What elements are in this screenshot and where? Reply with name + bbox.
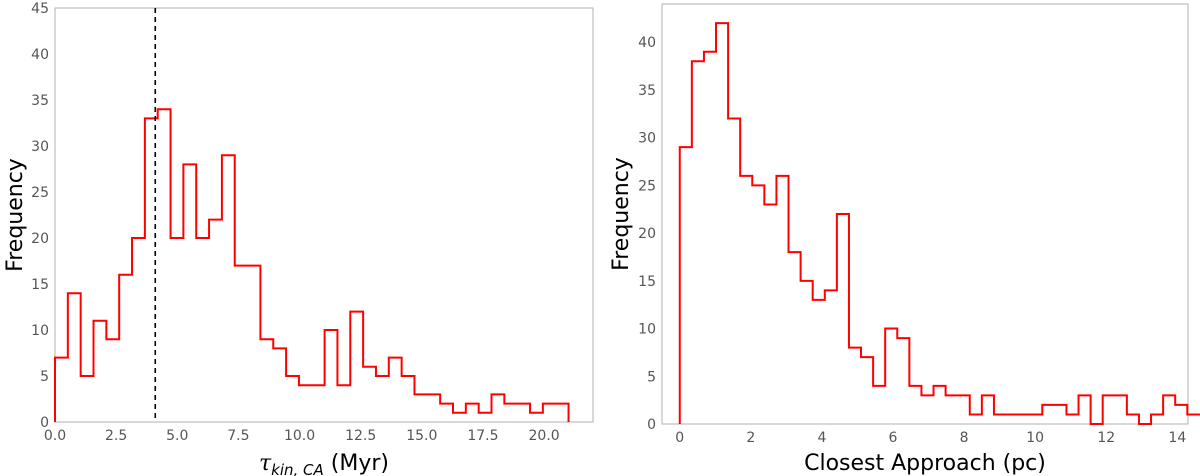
closest-approach-histogram-panel: 0 2 4 6 8 10 12 14 0 5 10 15 20 25 30 35 40 Frequency Clos… xyxy=(609,3,1200,476)
y-tick-label: 5 xyxy=(40,369,49,385)
histogram-series-line xyxy=(678,22,1200,425)
x-tick-label: 4 xyxy=(817,430,826,446)
y-tick-label: 20 xyxy=(638,226,656,242)
y-tick-label: 10 xyxy=(31,323,49,339)
y-tick-label: 20 xyxy=(31,231,49,247)
y-tick-label: 10 xyxy=(638,322,656,338)
plot-frame xyxy=(661,3,1189,425)
y-tick-label: 30 xyxy=(638,131,656,147)
y-tick-label: 0 xyxy=(647,417,656,433)
y-tick-label: 45 xyxy=(31,1,49,17)
histogram-series-line xyxy=(54,108,570,422)
x-tick-label: 7.5 xyxy=(227,428,249,444)
y-tick-label: 25 xyxy=(638,178,656,194)
y-axis-label: Frequency xyxy=(3,158,28,272)
y-tick-label: 15 xyxy=(638,274,656,290)
y-tick-label: 40 xyxy=(31,47,49,63)
x-tick-label: 17.5 xyxy=(467,428,498,444)
y-tick-label: 30 xyxy=(31,139,49,155)
x-tick-label: 10.0 xyxy=(284,428,315,444)
x-axis-label: τkin, CA (Myr) xyxy=(259,451,389,476)
x-tick-label: 0.0 xyxy=(44,428,66,444)
x-tick-label: 2 xyxy=(746,430,755,446)
x-tick-label: 12.5 xyxy=(345,428,376,444)
y-tick-label: 35 xyxy=(638,83,656,99)
x-tick-label: 5.0 xyxy=(166,428,188,444)
plot-frame xyxy=(54,7,594,423)
x-tick-label: 0 xyxy=(675,430,684,446)
x-tick-label: 12 xyxy=(1097,430,1115,446)
x-axis-label: Closest Approach (pc) xyxy=(804,451,1046,476)
x-tick-label: 10 xyxy=(1026,430,1044,446)
x-tick-label: 8 xyxy=(960,430,969,446)
x-tick-label: 6 xyxy=(889,430,898,446)
x-tick-label: 2.5 xyxy=(105,428,127,444)
y-tick-label: 25 xyxy=(31,185,49,201)
x-tick-label: 20.0 xyxy=(529,428,560,444)
y-tick-label: 40 xyxy=(638,35,656,51)
y-tick-label: 5 xyxy=(647,369,656,385)
y-axis-label: Frequency xyxy=(609,157,634,271)
y-tick-label: 0 xyxy=(40,415,49,431)
y-tick-label: 35 xyxy=(31,93,49,109)
x-tick-label: 14 xyxy=(1168,430,1186,446)
tau-histogram-panel: 0.0 2.5 5.0 7.5 10.0 12.5 15.0 17.5 20.0 0 5 10 15 20… xyxy=(3,1,594,476)
x-tick-label: 15.0 xyxy=(406,428,437,444)
y-tick-label: 15 xyxy=(31,277,49,293)
